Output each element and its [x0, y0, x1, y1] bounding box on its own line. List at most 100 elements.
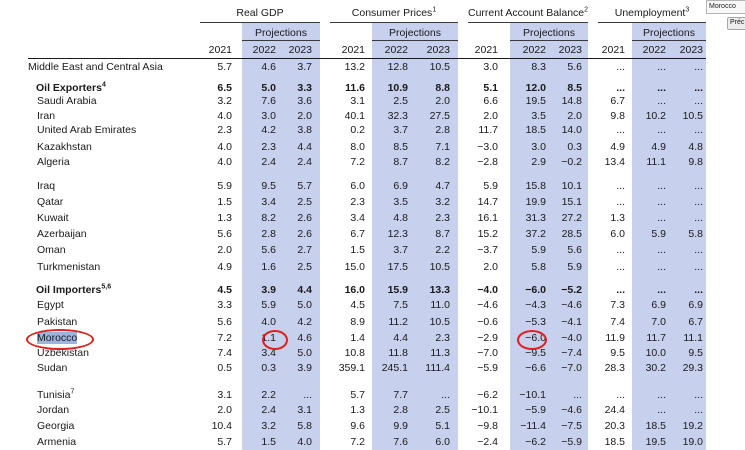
table-cell: ... — [657, 261, 666, 273]
table-cell: ... — [694, 82, 703, 94]
table-cell: 2.4 — [261, 404, 276, 416]
table-cell: −5.3 — [525, 316, 546, 328]
table-cell: ... — [441, 389, 450, 401]
table-cell: 2.0 — [217, 244, 232, 256]
table-cell: 29.3 — [682, 362, 703, 374]
table-cell: 7.6 — [393, 436, 408, 448]
table-cell: 6.7 — [688, 316, 703, 328]
table-cell: 5.0 — [297, 347, 312, 359]
row-label: Turkmenistan — [37, 261, 101, 273]
table-cell: −6.2 — [477, 389, 498, 401]
table-cell: 5.9 — [567, 261, 582, 273]
table-cell: 11.8 — [388, 347, 408, 359]
table-cell: −5.9 — [477, 362, 498, 374]
table-cell: 5.7 — [217, 436, 232, 448]
table-cell: 15.8 — [525, 180, 546, 192]
table-cell: 7.6 — [261, 95, 276, 107]
table-cell: 10.5 — [682, 110, 703, 122]
table-cell: 5.1 — [435, 420, 450, 432]
table-cell: ... — [694, 61, 703, 73]
table-cell: 3.5 — [531, 110, 546, 122]
table-cell: 17.5 — [387, 261, 408, 273]
table-cell: 5.9 — [483, 180, 498, 192]
row-label: Georgia — [37, 420, 75, 432]
morocco-label-circle — [26, 329, 94, 350]
previous-button[interactable]: Préc — [727, 17, 745, 30]
table-cell: 16.0 — [344, 284, 365, 296]
row-label: Qatar — [37, 196, 64, 208]
table-row: Georgia 10.4 3.2 5.8 9.6 9.9 5.1 −9.8 −11.4 −7.5 2… — [0, 420, 745, 436]
table-cell: 13.2 — [344, 61, 365, 73]
table-row: Uzbekistan 7.4 3.4 5.0 10.8 11.8 11.3 −7.0 −9.5 −… — [0, 347, 745, 363]
projections-rule — [372, 40, 458, 41]
table-cell: 9.6 — [350, 420, 365, 432]
table-cell: 3.8 — [297, 124, 312, 136]
table-cell: −6.2 — [525, 436, 546, 448]
year-header-cell: 2021 — [208, 44, 232, 56]
table-cell: 6.7 — [350, 228, 365, 240]
table-cell: 5.6 — [567, 61, 582, 73]
table-cell: 10.0 — [645, 347, 666, 359]
table-cell: 10.2 — [645, 110, 666, 122]
table-cell: 1.3 — [350, 404, 365, 416]
search-input[interactable]: Morocco — [706, 0, 745, 14]
table-row: Azerbaijan 5.6 2.8 2.6 6.7 12.3 8.7 15.2 37.2 28.… — [0, 228, 745, 244]
table-cell: 8.2 — [435, 156, 450, 168]
table-cell: 3.1 — [350, 95, 365, 107]
table-cell: −4.0 — [477, 284, 498, 296]
table-cell: 1.5 — [217, 196, 232, 208]
table-cell: 3.2 — [261, 420, 276, 432]
table-row: Turkmenistan 4.9 1.6 2.5 15.0 17.5 10.5 2.0 5.8 5… — [0, 261, 745, 277]
table-cell: 2.6 — [297, 228, 312, 240]
table-cell: 4.5 — [217, 284, 232, 296]
table-cell: ... — [616, 261, 625, 273]
table-cell: 27.2 — [561, 212, 582, 224]
table-cell: −0.2 — [561, 156, 582, 168]
table-cell: ... — [657, 389, 666, 401]
header-rule — [598, 22, 706, 23]
table-cell: 3.1 — [297, 404, 312, 416]
table-cell: −4.3 — [525, 299, 546, 311]
gdp-projection-band — [242, 22, 320, 450]
table-cell: −9.8 — [477, 420, 498, 432]
table-cell: 7.5 — [393, 299, 408, 311]
morocco-gdp-circle — [262, 330, 288, 350]
table-cell: 7.4 — [610, 316, 625, 328]
table-row: Oman 2.0 5.6 2.7 1.5 3.7 2.2 −3.7 5.9 5.6........… — [0, 244, 745, 260]
table-cell: 6.0 — [610, 228, 625, 240]
table-cell: ... — [616, 196, 625, 208]
table-cell: 2.5 — [297, 196, 312, 208]
table-cell: 0.5 — [217, 362, 232, 374]
row-label: Saudi Arabia — [37, 95, 97, 107]
table-row: Tunisia7 3.1 2.2... 5.7 7.7... −6.2 −10.1.....… — [0, 389, 745, 405]
table-cell: ... — [657, 61, 666, 73]
table-cell: ... — [657, 124, 666, 136]
table-cell: 7.2 — [217, 332, 232, 344]
table-cell: ... — [694, 180, 703, 192]
table-cell: 4.6 — [261, 61, 276, 73]
table-cell: 2.0 — [483, 110, 498, 122]
year-header-cell: 2023 — [288, 44, 312, 56]
table-cell: 10.1 — [561, 180, 582, 192]
table-cell: ... — [573, 389, 582, 401]
table-cell: 15.2 — [477, 228, 498, 240]
table-cell: ... — [616, 61, 625, 73]
row-label: Azerbaijan — [37, 228, 87, 240]
table-cell: 7.3 — [610, 299, 625, 311]
table-cell: 15.1 — [561, 196, 582, 208]
table-cell: 9.5 — [261, 180, 276, 192]
table-cell: 20.3 — [604, 420, 625, 432]
table-cell: −4.6 — [477, 299, 498, 311]
table-cell: 2.6 — [297, 212, 312, 224]
table-cell: 10.5 — [429, 316, 450, 328]
table-cell: 6.0 — [435, 436, 450, 448]
table-cell: 2.8 — [435, 124, 450, 136]
table-row: Saudi Arabia 3.2 7.6 3.6 3.1 2.5 2.0 6.6 19.5 14.… — [0, 95, 745, 111]
table-cell: 2.3 — [217, 124, 232, 136]
table-cell: 5.9 — [531, 244, 546, 256]
table-cell: 4.8 — [688, 141, 703, 153]
header-rule — [200, 22, 320, 23]
table-cell: 5.7 — [297, 180, 312, 192]
table-cell: 2.0 — [567, 110, 582, 122]
table-cell: −0.6 — [477, 316, 498, 328]
